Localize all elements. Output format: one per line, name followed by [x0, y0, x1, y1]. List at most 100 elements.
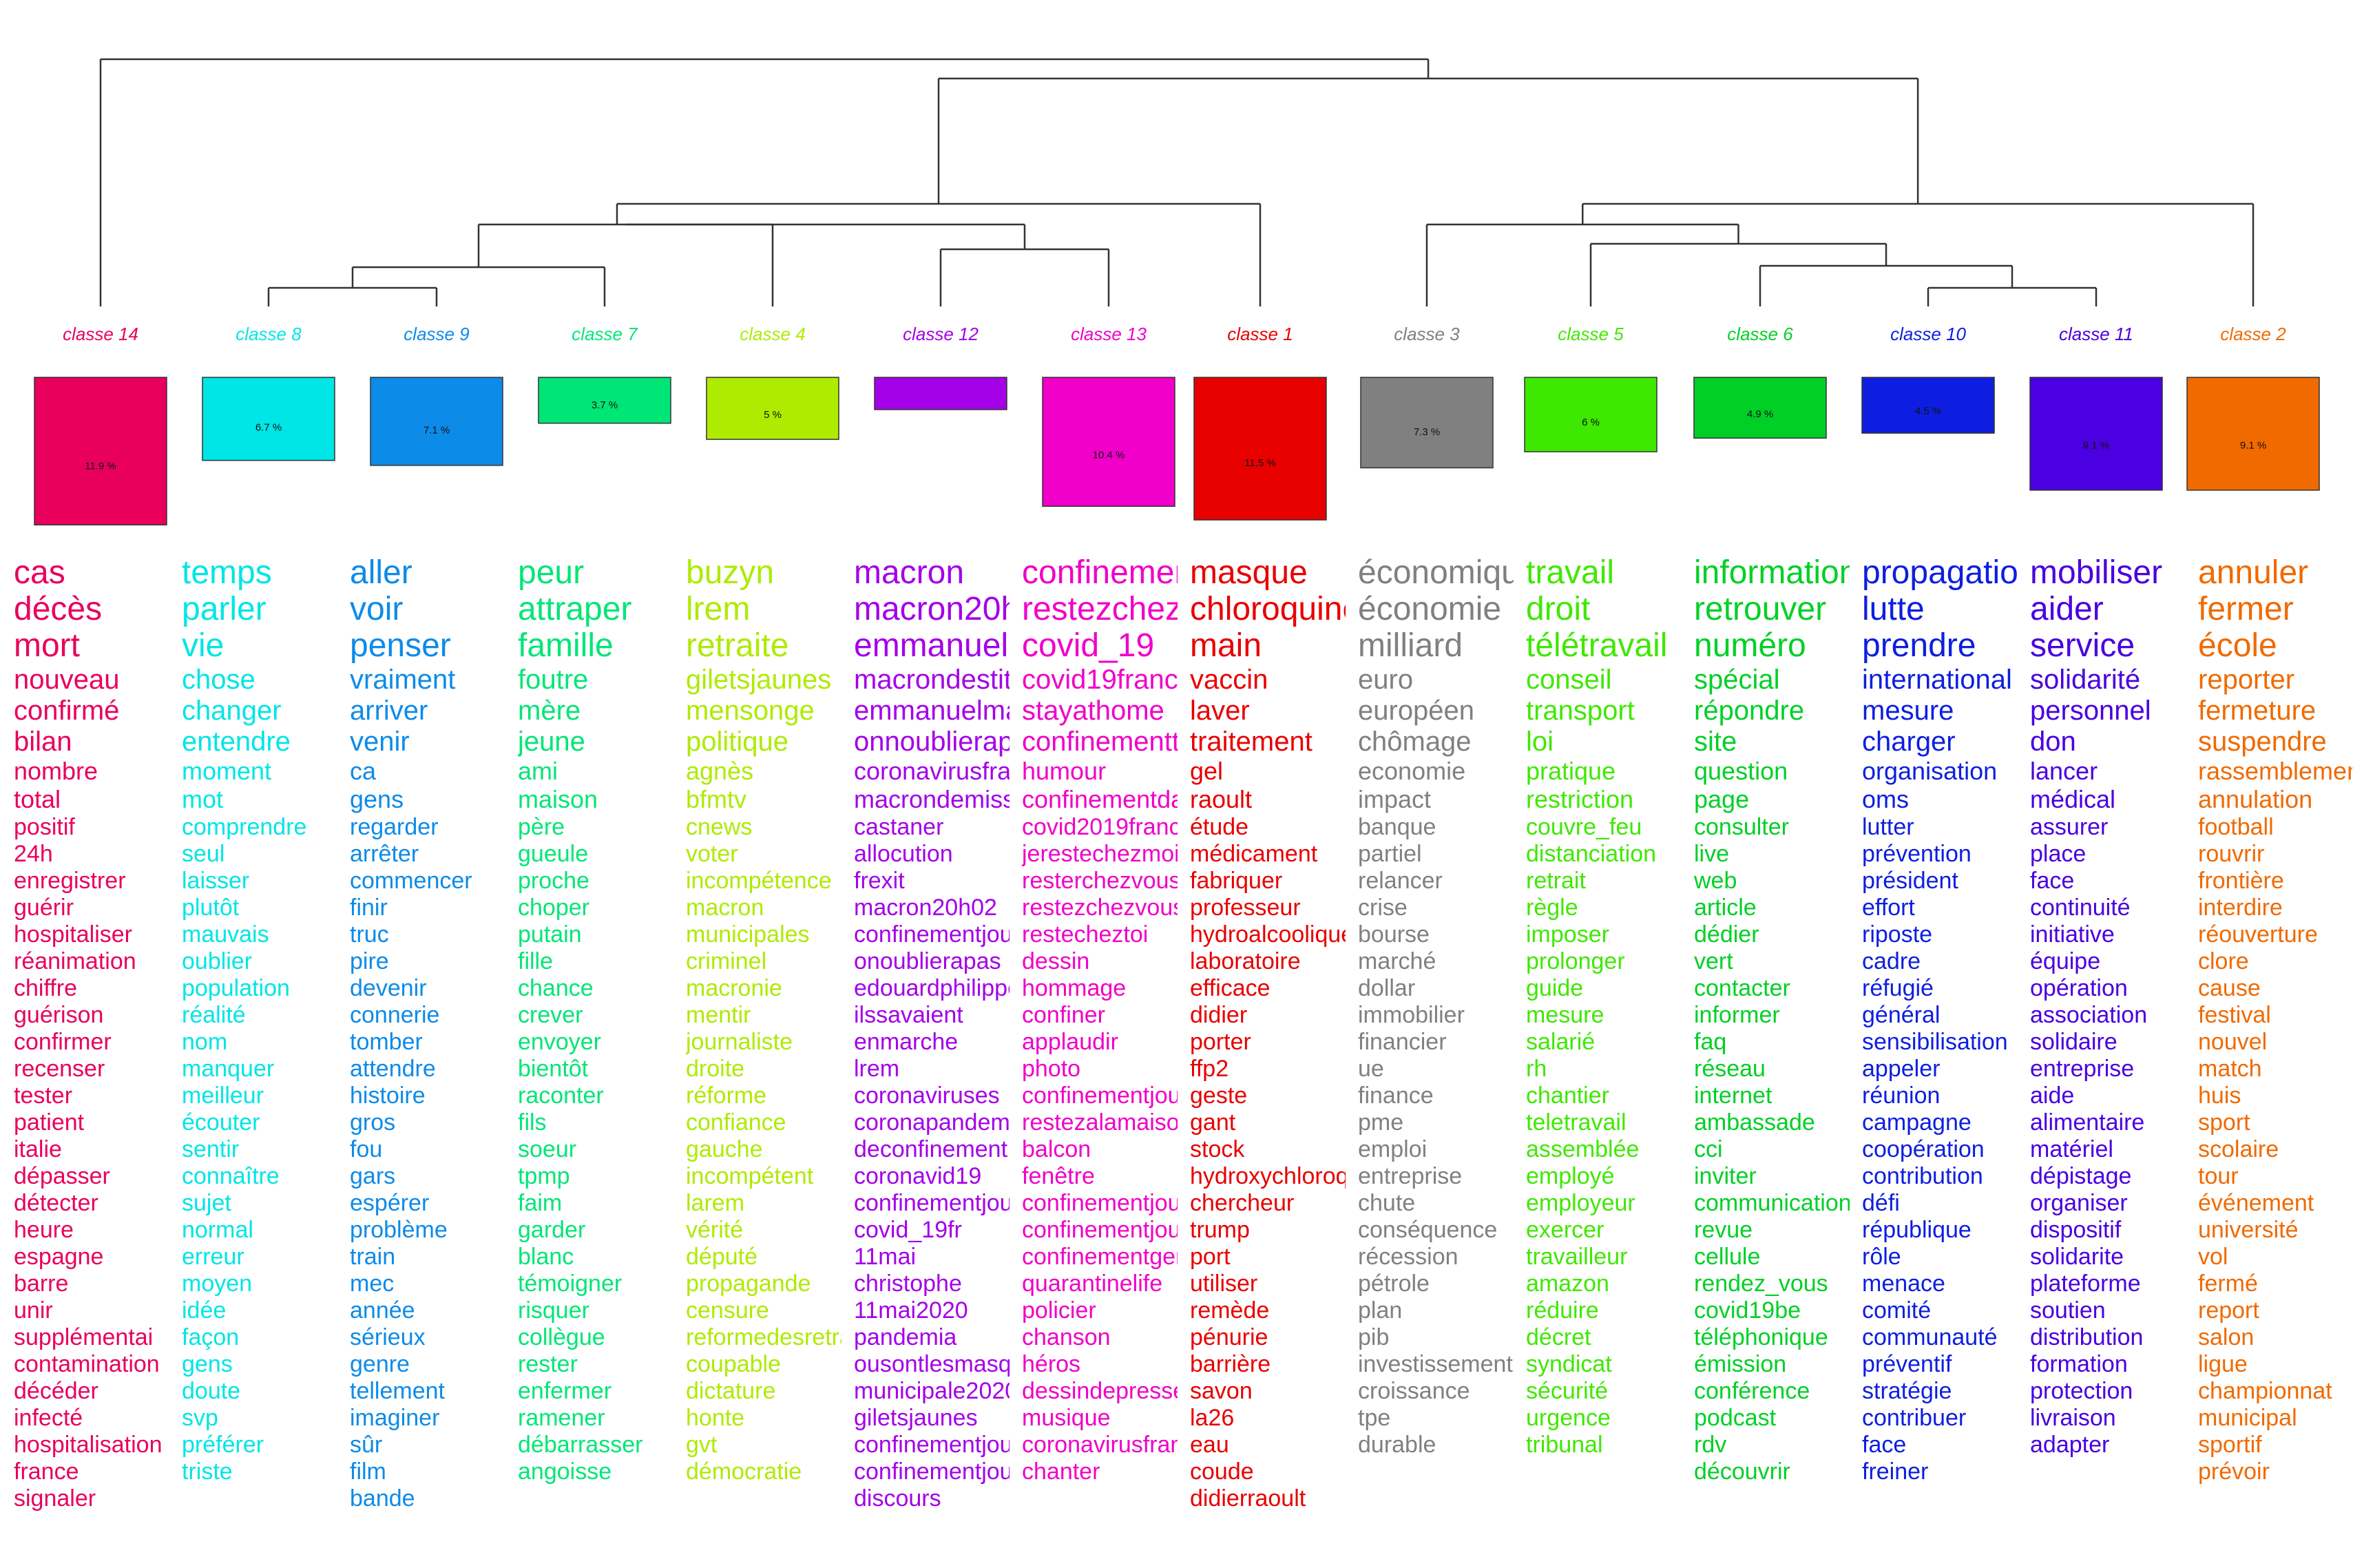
- word-item: chômage: [1358, 726, 1472, 757]
- word-item: contribuer: [1862, 1405, 1967, 1431]
- word-item: cause: [2198, 975, 2261, 1001]
- word-item: coronaviruses: [854, 1083, 1000, 1109]
- word-item: droite: [686, 1056, 745, 1082]
- class-label: classe 14: [63, 324, 138, 344]
- word-item: employeur: [1526, 1190, 1635, 1216]
- word-item: fabriquer: [1190, 868, 1283, 894]
- word-item: commencer: [350, 868, 472, 894]
- word-item: cellule: [1694, 1244, 1761, 1270]
- word-item: restecheztoi: [1022, 921, 1149, 948]
- word-item: stayathome: [1022, 696, 1164, 726]
- word-item: nouvel: [2198, 1029, 2268, 1055]
- word-item: resterchezvous: [1022, 868, 1178, 894]
- word-item: enmarche: [854, 1029, 959, 1055]
- word-item: fenêtre: [1022, 1163, 1095, 1189]
- word-item: assurer: [2030, 814, 2109, 840]
- word-item: lutter: [1862, 814, 1914, 840]
- word-item: patient: [14, 1109, 85, 1136]
- word-item: barrière: [1190, 1351, 1271, 1377]
- word-item: efficace: [1190, 975, 1270, 1001]
- class-percent-label: 11.5 %: [1244, 457, 1276, 469]
- word-item: préférer: [182, 1432, 264, 1458]
- word-item: mobiliser: [2030, 556, 2163, 591]
- word-item: chiffre: [14, 975, 77, 1001]
- class-proportion-box: [874, 377, 1007, 410]
- word-item: découvrir: [1694, 1459, 1790, 1485]
- word-column-classe-6: information retrouver numéro spécial répondr…: [1694, 556, 1850, 1534]
- word-item: organisation: [1862, 757, 1998, 785]
- word-item: téléphonique: [1694, 1324, 1828, 1350]
- word-item: foutre: [518, 665, 589, 695]
- class-label: classe 4: [740, 324, 805, 344]
- word-item: ambassade: [1694, 1109, 1815, 1136]
- word-item: didier: [1190, 1002, 1248, 1028]
- word-item: retrait: [1526, 868, 1586, 894]
- word-item: 11mai: [854, 1244, 917, 1270]
- word-item: fille: [518, 948, 554, 974]
- word-item: eau: [1190, 1432, 1229, 1458]
- word-item: ousontlesmasques: [854, 1351, 1010, 1377]
- word-item: ramener: [518, 1405, 605, 1431]
- word-item: christophe: [854, 1271, 962, 1297]
- word-item: ilssavaient: [854, 1002, 963, 1028]
- word-item: incompétence: [686, 868, 832, 894]
- word-item: confinementjour: [854, 1432, 1010, 1458]
- word-column-classe-14: cas décès mort nouveau confirmé bilan nombre to…: [14, 556, 169, 1534]
- word-item: décès: [14, 591, 103, 627]
- word-item: sentir: [182, 1136, 240, 1162]
- word-item: train: [350, 1244, 396, 1270]
- word-item: chercheur: [1190, 1190, 1295, 1216]
- word-item: porter: [1190, 1029, 1251, 1055]
- word-item: raoult: [1190, 785, 1253, 813]
- word-item: pratique: [1526, 757, 1616, 785]
- word-item: sécurité: [1526, 1378, 1609, 1404]
- word-item: pire: [350, 948, 389, 974]
- word-item: école: [2198, 627, 2277, 664]
- word-item: macronie: [686, 975, 782, 1001]
- word-item: pénurie: [1190, 1324, 1268, 1350]
- word-item: giletsjaunes: [854, 1405, 978, 1431]
- word-item: réalité: [182, 1002, 246, 1028]
- word-item: total: [14, 785, 61, 813]
- word-item: larem: [686, 1190, 745, 1216]
- word-item: suspendre: [2198, 726, 2327, 757]
- word-item: mentir: [686, 1002, 751, 1028]
- word-item: numéro: [1694, 627, 1806, 664]
- word-item: solidarite: [2030, 1244, 2124, 1270]
- word-item: démocratie: [686, 1459, 802, 1485]
- word-column-classe-5: travail droit télétravail conseil transport l…: [1526, 556, 1682, 1534]
- word-item: podcast: [1694, 1405, 1777, 1431]
- class-proportion-box: [2029, 377, 2163, 491]
- word-item: choper: [518, 895, 589, 921]
- word-item: discours: [854, 1485, 941, 1512]
- word-item: opération: [2030, 975, 2128, 1001]
- class-percent-label: 7.1 %: [423, 425, 450, 437]
- word-item: détecter: [14, 1190, 98, 1216]
- word-item: réduire: [1526, 1297, 1599, 1324]
- word-item: sport: [2198, 1109, 2250, 1136]
- word-item: devenir: [350, 975, 427, 1001]
- word-item: frontière: [2198, 868, 2284, 894]
- word-item: doute: [182, 1378, 241, 1404]
- word-item: aller: [350, 556, 412, 591]
- word-item: allocution: [854, 841, 953, 867]
- word-item: ligue: [2198, 1351, 2248, 1377]
- word-item: propagande: [686, 1271, 811, 1297]
- word-item: continuité: [2030, 895, 2131, 921]
- word-item: tester: [14, 1083, 73, 1109]
- word-item: université: [2198, 1217, 2299, 1243]
- class-percent-label: 5 %: [764, 409, 782, 421]
- word-item: héros: [1022, 1351, 1081, 1377]
- class-labels: classe 14 classe 8 classe 9 classe 7 classe …: [63, 324, 2286, 344]
- word-item: barre: [14, 1271, 69, 1297]
- word-column-classe-10: propagationlutteprendreinternationalmesu…: [1862, 556, 2018, 1534]
- word-item: oms: [1862, 785, 1910, 813]
- word-item: svp: [182, 1405, 218, 1431]
- word-item: place: [2030, 841, 2087, 867]
- word-item: restezchezvous: [1022, 591, 1178, 627]
- word-item: cadre: [1862, 948, 1921, 974]
- word-item: remède: [1190, 1297, 1270, 1324]
- word-item: italie: [14, 1136, 62, 1162]
- word-item: syndicat: [1526, 1351, 1612, 1377]
